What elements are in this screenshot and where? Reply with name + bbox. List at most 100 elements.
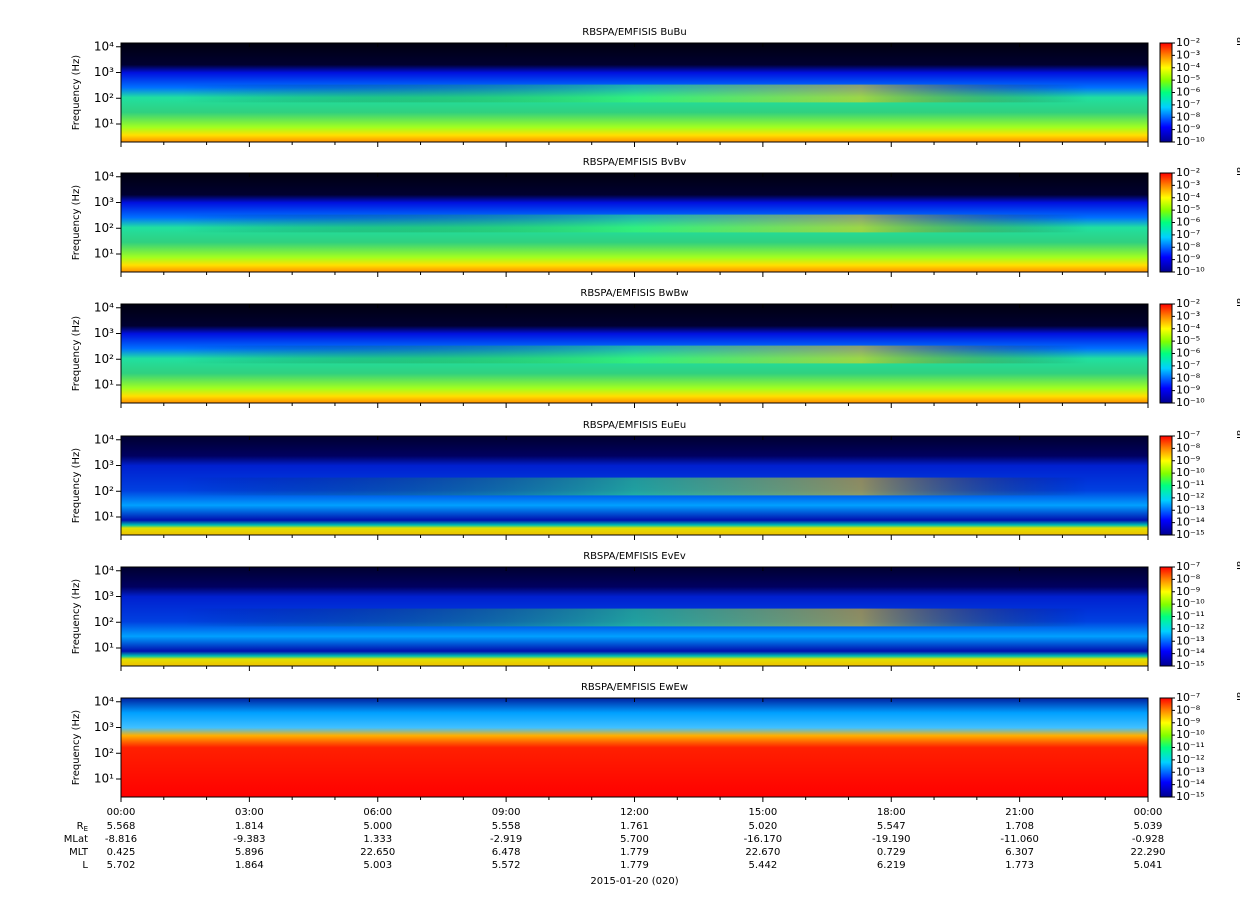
- colorbar-tick-label: 10⁻⁴: [1176, 61, 1201, 74]
- colorbar-tick-label: 10⁻⁷: [1176, 691, 1200, 704]
- y-tick-label: 10⁴: [94, 300, 114, 314]
- colorbar: [1159, 566, 1173, 667]
- x-tick-label: 15:00: [748, 807, 777, 818]
- colorbar-tick-label: 10⁻¹⁰: [1176, 396, 1205, 409]
- row-label-text: L: [82, 860, 88, 871]
- colorbar-tick-label: 10⁻³: [1176, 178, 1200, 191]
- row-value: 1.773: [1005, 860, 1034, 871]
- row-value: 0.425: [107, 847, 136, 858]
- row-value: 5.442: [749, 860, 778, 871]
- y-tick-label: 10¹: [94, 247, 114, 261]
- row-value: 5.041: [1134, 860, 1163, 871]
- colorbar-tick-label: 10⁻¹¹: [1176, 479, 1205, 492]
- colorbar-tick-label: 10⁻⁸: [1176, 110, 1201, 123]
- row-label: MLat: [64, 834, 88, 845]
- row-value: -19.190: [872, 834, 911, 845]
- y-tick-label: 10¹: [94, 772, 114, 786]
- y-axis-label: Frequency (Hz): [71, 579, 82, 655]
- y-tick-label: 10¹: [94, 510, 114, 524]
- row-label: RE: [77, 821, 88, 833]
- spectrogram-feature: [181, 214, 1088, 233]
- colorbar-tick-label: 10⁻⁵: [1176, 334, 1200, 347]
- colorbar-tick-label: 10⁻¹²: [1176, 491, 1205, 504]
- y-tick-label: 10²: [94, 352, 114, 366]
- x-tick-label: 09:00: [492, 807, 521, 818]
- colorbar: [1159, 42, 1173, 143]
- colorbar-label: amplitude (nT^2/Hz): [1234, 37, 1245, 142]
- colorbar-tick-label: 10⁻¹⁰: [1176, 135, 1205, 148]
- colorbar-tick-label: 10⁻⁴: [1176, 191, 1201, 204]
- colorbar: [1159, 697, 1173, 798]
- row-value: -9.383: [233, 834, 265, 845]
- panel-title: RBSPA/EMFISIS EvEv: [583, 551, 686, 562]
- y-tick-label: 10³: [94, 589, 114, 603]
- x-tick-label: 12:00: [620, 807, 649, 818]
- colorbar-tick-label: 10⁻²: [1176, 166, 1200, 179]
- row-value: 6.478: [492, 847, 521, 858]
- colorbar-tick-label: 10⁻⁶: [1176, 347, 1201, 360]
- colorbar-tick-label: 10⁻⁷: [1176, 359, 1200, 372]
- x-tick-label: 06:00: [363, 807, 392, 818]
- colorbar-label: amplitude (V^2/m^2/Hz): [1234, 692, 1245, 819]
- colorbar-tick-label: 10⁻⁸: [1176, 572, 1201, 585]
- y-axis-label: Frequency (Hz): [71, 316, 82, 392]
- y-tick-label: 10³: [94, 195, 114, 209]
- row-value: 5.003: [363, 860, 392, 871]
- row-value: 1.864: [235, 860, 264, 871]
- colorbar-tick-label: 10⁻¹⁵: [1176, 528, 1205, 541]
- colorbar-tick-label: 10⁻⁷: [1176, 98, 1200, 111]
- x-tick-label: 21:00: [1005, 807, 1034, 818]
- colorbar-tick-label: 10⁻²: [1176, 36, 1200, 49]
- colorbar-tick-label: 10⁻¹⁰: [1176, 597, 1205, 610]
- colorbar-tick-label: 10⁻⁸: [1176, 703, 1201, 716]
- row-value: 5.020: [749, 821, 778, 832]
- x-tick-label: 00:00: [107, 807, 136, 818]
- row-value: 5.568: [107, 821, 136, 832]
- colorbar-tick-label: 10⁻⁷: [1176, 429, 1200, 442]
- row-value: 5.558: [492, 821, 521, 832]
- row-value: 22.290: [1131, 847, 1166, 858]
- colorbar-tick-label: 10⁻¹¹: [1176, 741, 1205, 754]
- colorbar: [1159, 172, 1173, 273]
- colorbar-tick-label: 10⁻¹²: [1176, 753, 1205, 766]
- row-value: 5.000: [363, 821, 392, 832]
- row-value: 5.896: [235, 847, 264, 858]
- row-label: MLT: [69, 847, 89, 858]
- colorbar-tick-label: 10⁻¹⁴: [1176, 516, 1205, 529]
- y-tick-label: 10⁴: [94, 563, 114, 577]
- y-axis-label: Frequency (Hz): [71, 710, 82, 786]
- colorbar-tick-label: 10⁻¹³: [1176, 503, 1205, 516]
- row-value: -16.170: [744, 834, 783, 845]
- row-value: 5.700: [620, 834, 649, 845]
- colorbar-label: amplitude (V^2/m^2/Hz): [1234, 561, 1245, 688]
- row-label-text: MLat: [64, 834, 88, 845]
- y-tick-label: 10³: [94, 720, 114, 734]
- y-tick-label: 10¹: [94, 641, 114, 655]
- y-tick-label: 10²: [94, 91, 114, 105]
- row-value: 5.547: [877, 821, 906, 832]
- row-value: 22.670: [745, 847, 780, 858]
- y-tick-label: 10¹: [94, 378, 114, 392]
- colorbar-tick-label: 10⁻¹⁵: [1176, 659, 1205, 672]
- colorbar-tick-label: 10⁻²: [1176, 297, 1200, 310]
- row-value: 5.039: [1134, 821, 1163, 832]
- y-tick-label: 10³: [94, 326, 114, 340]
- panel-title: RBSPA/EMFISIS EuEu: [583, 420, 686, 431]
- colorbar-tick-label: 10⁻¹⁵: [1176, 790, 1205, 803]
- colorbar-tick-label: 10⁻¹³: [1176, 765, 1205, 778]
- row-value: 1.761: [620, 821, 649, 832]
- colorbar-tick-label: 10⁻¹⁴: [1176, 778, 1205, 791]
- y-tick-label: 10⁴: [94, 432, 114, 446]
- colorbar-tick-label: 10⁻¹¹: [1176, 610, 1205, 623]
- colorbar-tick-label: 10⁻¹⁰: [1176, 728, 1205, 741]
- colorbar-label: amplitude (V^2/m^2/Hz): [1234, 430, 1245, 557]
- colorbar-tick-label: 10⁻¹⁴: [1176, 647, 1205, 660]
- colorbar-tick-label: 10⁻⁹: [1176, 716, 1200, 729]
- row-label-text: R: [77, 821, 84, 832]
- row-value: 6.219: [877, 860, 906, 871]
- colorbar-tick-label: 10⁻⁵: [1176, 73, 1200, 86]
- y-axis-label: Frequency (Hz): [71, 185, 82, 261]
- y-axis-label: Frequency (Hz): [71, 448, 82, 524]
- spectrogram-feature: [181, 477, 1088, 496]
- colorbar-label: amplitude (nT^2/Hz): [1234, 167, 1245, 272]
